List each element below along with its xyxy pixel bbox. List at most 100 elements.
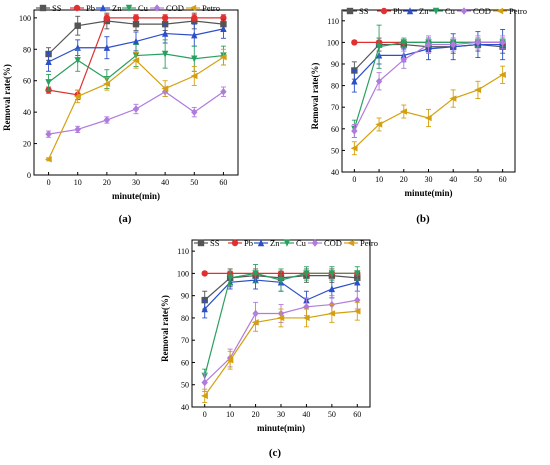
plot-frame: [341, 9, 516, 173]
x-tick-label: 50: [328, 410, 336, 419]
data-point: [191, 31, 198, 39]
legend-marker: [125, 4, 133, 12]
x-axis-title: minute(min): [405, 188, 453, 198]
x-tick-label: 10: [74, 178, 82, 187]
data-point: [400, 108, 407, 115]
legend-marker: [231, 239, 239, 247]
data-point: [425, 40, 432, 49]
legend-label: Petro: [202, 3, 220, 13]
legend-label: SS: [52, 3, 62, 13]
x-axis-title: minute(min): [257, 423, 305, 433]
data-point: [201, 305, 208, 313]
legend-marker: [347, 239, 355, 247]
legend-marker: [460, 7, 468, 15]
data-point: [220, 88, 227, 96]
data-point: [328, 270, 336, 278]
legend-label: Cu: [445, 6, 456, 16]
data-point: [351, 127, 358, 135]
data-point: [74, 22, 81, 29]
x-tick-label: 10: [375, 175, 383, 184]
data-point: [375, 43, 383, 51]
y-tick-label: 100: [177, 269, 189, 278]
legend-marker: [189, 4, 197, 12]
legend-label: COD: [324, 238, 342, 248]
y-tick-label: 50: [331, 146, 339, 155]
data-point: [219, 53, 227, 61]
data-point: [132, 105, 140, 113]
legend-label: Zn: [419, 6, 429, 16]
data-point: [74, 125, 81, 134]
legend-label: Pb: [86, 3, 95, 13]
y-axis-title: Removal rate(%): [310, 63, 320, 130]
x-tick-label: 30: [425, 175, 433, 184]
y-tick-label: 60: [181, 358, 189, 367]
legend-label: Cu: [296, 238, 307, 248]
data-point: [328, 285, 336, 293]
x-tick-label: 60: [219, 178, 227, 187]
x-tick-label: 60: [499, 175, 507, 184]
data-point: [161, 85, 169, 92]
legend: SS Pb Zn Cu COD Petro: [343, 6, 527, 16]
legend-marker: [73, 4, 81, 12]
data-point: [400, 55, 407, 64]
legend-marker: [283, 239, 291, 247]
legend-label: COD: [166, 3, 184, 13]
data-point: [351, 77, 358, 85]
data-point: [220, 25, 227, 33]
x-tick-label: 20: [103, 178, 111, 187]
legend-marker: [311, 239, 319, 247]
legend-label: Zn: [112, 3, 122, 13]
x-tick-label: 0: [352, 175, 356, 184]
data-point: [74, 57, 81, 64]
x-tick-label: 50: [474, 175, 482, 184]
data-point: [251, 319, 259, 326]
y-tick-label: 40: [331, 168, 339, 177]
data-point: [474, 38, 482, 47]
data-point: [226, 274, 234, 282]
data-point: [226, 357, 234, 364]
data-point: [201, 392, 208, 400]
data-point: [201, 378, 208, 387]
legend-marker: [39, 4, 47, 12]
y-tick-label: 60: [331, 125, 339, 134]
data-point: [450, 40, 457, 49]
data-point: [190, 72, 198, 80]
y-tick-label: 80: [181, 314, 189, 323]
y-tick-label: 70: [331, 103, 339, 112]
y-tick-label: 40: [181, 403, 189, 412]
data-point: [375, 121, 383, 128]
data-point: [277, 276, 285, 284]
data-point: [354, 270, 361, 278]
x-tick-label: 60: [353, 410, 361, 419]
legend-label: Petro: [360, 238, 378, 248]
x-tick-label: 30: [277, 410, 285, 419]
data-point: [132, 37, 140, 45]
x-tick-label: 10: [226, 410, 234, 419]
y-tick-label: 0: [27, 171, 31, 180]
x-tick-label: 30: [132, 178, 140, 187]
legend-label: Petro: [509, 6, 527, 16]
caption-c: (c): [268, 447, 282, 459]
x-tick-label: 40: [449, 175, 457, 184]
data-point: [103, 116, 111, 124]
legend-label: Zn: [270, 238, 280, 248]
y-tick-label: 90: [331, 60, 339, 69]
legend: SS Pb Zn Cu COD Petro: [194, 238, 378, 248]
data-point: [498, 71, 506, 78]
data-point: [302, 314, 310, 322]
data-point: [132, 14, 140, 22]
legend-marker: [380, 7, 388, 15]
y-tick-label: 100: [327, 38, 339, 47]
data-point: [45, 130, 52, 138]
y-axis-title: Removal rate(%): [160, 295, 170, 362]
data-point: [400, 39, 407, 47]
data-point: [201, 270, 208, 277]
y-tick-label: 60: [23, 77, 31, 86]
legend-marker: [153, 4, 161, 12]
y-tick-label: 110: [177, 247, 189, 256]
y-axis-title: Removal rate(%): [2, 64, 12, 131]
data-point: [45, 58, 52, 66]
y-tick-label: 110: [327, 17, 339, 26]
chart-c: 0 10 20 30 40 50 60 40 50 60 70 80 90 100 110 minute(mi…: [160, 238, 378, 433]
legend-marker: [197, 239, 205, 247]
